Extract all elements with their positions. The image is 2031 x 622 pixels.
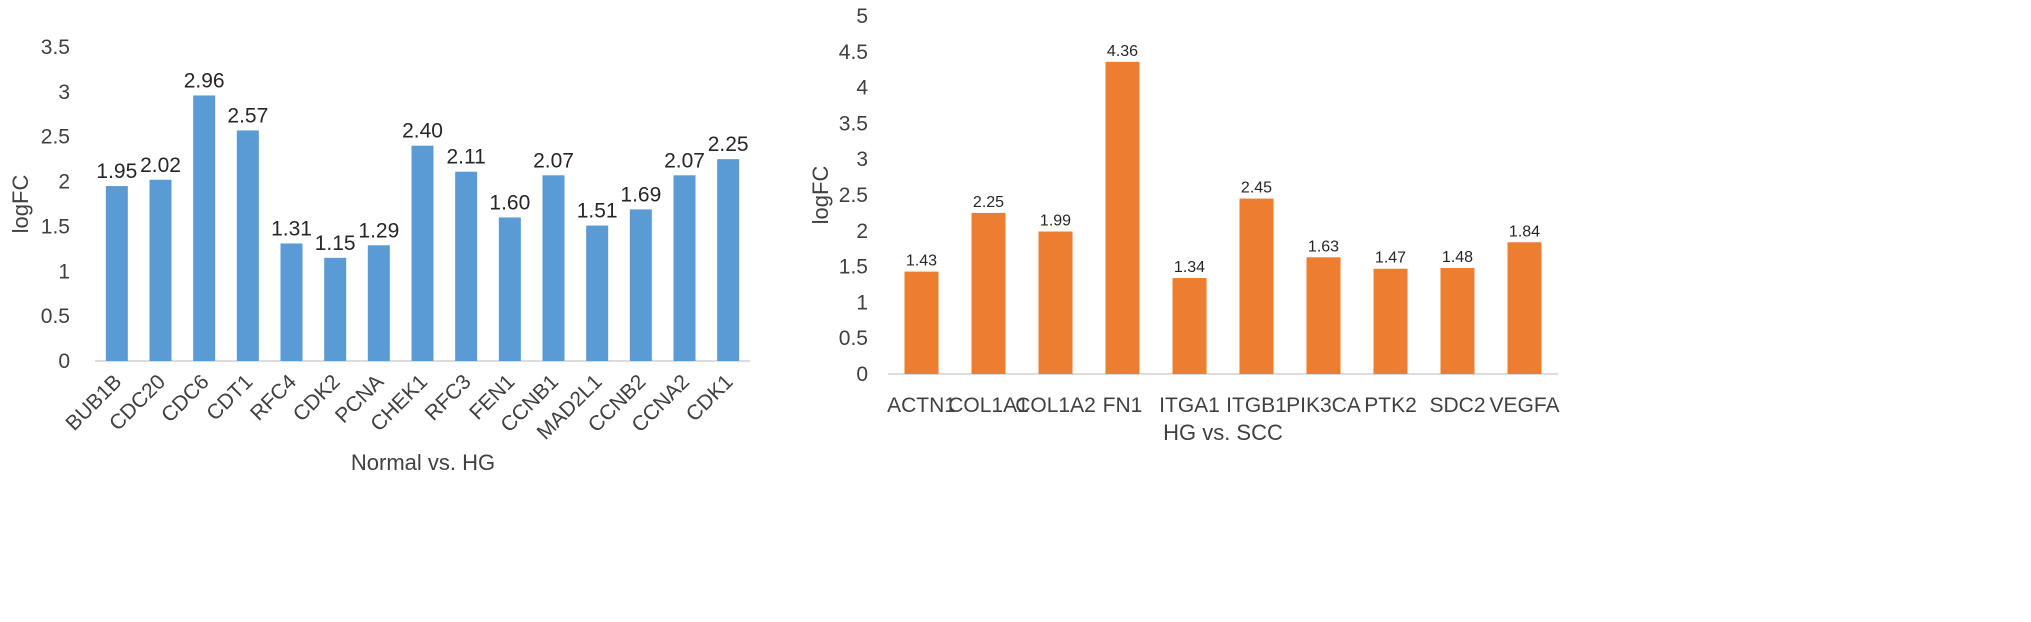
data-label-col1a2: 1.99 bbox=[1040, 213, 1071, 230]
y-tick-label: 1 bbox=[856, 291, 868, 314]
x-tick-label-rfc3: RFC3 bbox=[421, 370, 476, 425]
x-tick-label-rfc4: RFC4 bbox=[246, 370, 301, 425]
bar-cdc20 bbox=[149, 179, 172, 361]
chart-normal-vs-hg: 00.511.522.533.51.95BUB1B2.02CDC202.96CD… bbox=[8, 36, 750, 475]
bar-ptk2 bbox=[1373, 268, 1408, 374]
y-tick-label: 2 bbox=[58, 171, 70, 194]
y-tick-label: 0 bbox=[58, 350, 70, 373]
x-tick-label-col1a1: COL1A1 bbox=[948, 394, 1029, 417]
y-tick-label: 2.5 bbox=[839, 184, 868, 207]
y-tick-label: 1.5 bbox=[41, 215, 70, 238]
y-tick-label: 5 bbox=[856, 5, 868, 28]
y-tick-label: 0.5 bbox=[41, 305, 70, 328]
bar-itgb1 bbox=[1239, 198, 1274, 374]
y-tick-label: 3.5 bbox=[839, 112, 868, 135]
x-tick-label-cdk1: CDK1 bbox=[682, 370, 738, 426]
bar-mad2l1 bbox=[586, 225, 609, 361]
y-tick-label: 0 bbox=[856, 363, 868, 386]
bar-rfc3 bbox=[455, 171, 478, 361]
data-label-cdt1: 2.57 bbox=[227, 104, 268, 127]
bar-cdk1 bbox=[717, 159, 740, 361]
data-label-ptk2: 1.47 bbox=[1375, 250, 1406, 267]
bar-ccna2 bbox=[673, 175, 696, 361]
bar-rfc4 bbox=[280, 243, 303, 361]
bar-bub1b bbox=[105, 186, 128, 361]
data-label-vegfa: 1.84 bbox=[1509, 223, 1540, 240]
x-tick-label-actn1: ACTN1 bbox=[887, 394, 956, 417]
data-label-fn1: 4.36 bbox=[1107, 43, 1138, 60]
chart-hg-vs-scc: 0 0.5 1 1.5 2 2.5 3 3.5 4 4.5 5 1.43 ACTN1 2.25 COL1A1… bbox=[808, 5, 1560, 445]
data-label-rfc3: 2.11 bbox=[447, 146, 486, 169]
data-label-pcna: 1.29 bbox=[358, 219, 399, 242]
bar-fen1 bbox=[498, 217, 521, 361]
x-tick-label-vegfa: VEGFA bbox=[1489, 394, 1559, 417]
y-tick-label: 3 bbox=[856, 148, 868, 171]
bar-ccnb1 bbox=[542, 175, 565, 361]
y-tick-label: 3 bbox=[58, 81, 70, 104]
data-label-cdc6: 2.96 bbox=[184, 69, 225, 92]
y-tick-label: 0.5 bbox=[839, 327, 868, 350]
y-axis-title: logFC bbox=[8, 175, 33, 234]
x-tick-label-itgb1: ITGB1 bbox=[1226, 394, 1287, 417]
data-label-chek1: 2.40 bbox=[402, 120, 443, 143]
data-label-cdk1: 2.25 bbox=[708, 133, 749, 156]
data-label-ccnb1: 2.07 bbox=[533, 149, 574, 172]
bar-pcna bbox=[367, 245, 390, 361]
data-label-ccnb2: 1.69 bbox=[620, 183, 661, 206]
bar-vegfa bbox=[1507, 242, 1542, 374]
bar-cdk2 bbox=[324, 257, 347, 361]
bar-col1a1 bbox=[971, 212, 1006, 374]
x-tick-label-ptk2: PTK2 bbox=[1364, 394, 1417, 417]
data-label-cdk2: 1.15 bbox=[315, 232, 356, 255]
data-label-rfc4: 1.31 bbox=[271, 217, 312, 240]
bar-actn1 bbox=[904, 271, 939, 374]
y-tick-label: 2.5 bbox=[41, 126, 70, 149]
x-axis-title: Normal vs. HG bbox=[351, 450, 495, 475]
y-tick-label: 4 bbox=[856, 77, 868, 100]
bar-cdt1 bbox=[236, 130, 259, 361]
bar-itga1 bbox=[1172, 278, 1207, 374]
x-tick-label-col1a2: COL1A2 bbox=[1015, 394, 1096, 417]
data-label-sdc2: 1.48 bbox=[1442, 249, 1473, 266]
data-label-mad2l1: 1.51 bbox=[577, 200, 618, 223]
bar-pik3ca bbox=[1306, 257, 1341, 374]
bar-sdc2 bbox=[1440, 268, 1475, 374]
y-tick-label: 3.5 bbox=[41, 36, 70, 59]
x-tick-label-fn1: FN1 bbox=[1103, 394, 1143, 417]
y-tick-label: 1 bbox=[58, 260, 70, 283]
bar-col1a2 bbox=[1038, 231, 1073, 374]
bar-cdc6 bbox=[193, 95, 216, 362]
x-axis-title: HG vs. SCC bbox=[1163, 420, 1283, 445]
x-tick-label-sdc2: SDC2 bbox=[1429, 394, 1485, 417]
data-label-itgb1: 2.45 bbox=[1241, 180, 1272, 197]
bar-chek1 bbox=[411, 145, 434, 361]
y-tick-label: 4.5 bbox=[839, 41, 868, 64]
data-label-fen1: 1.60 bbox=[489, 191, 530, 214]
y-axis-title: logFC bbox=[808, 166, 833, 225]
data-label-itga1: 1.34 bbox=[1174, 259, 1205, 276]
data-label-col1a1: 2.25 bbox=[973, 194, 1004, 211]
x-tick-label-cdc6: CDC6 bbox=[157, 370, 214, 427]
data-label-actn1: 1.43 bbox=[906, 253, 937, 270]
bar-fn1 bbox=[1105, 61, 1140, 374]
x-tick-label-itga1: ITGA1 bbox=[1159, 394, 1220, 417]
data-label-ccna2: 2.07 bbox=[664, 149, 705, 172]
x-tick-label-pik3ca: PIK3CA bbox=[1286, 394, 1361, 417]
data-label-bub1b: 1.95 bbox=[96, 160, 137, 183]
y-tick-label: 1.5 bbox=[839, 256, 868, 279]
data-label-cdc20: 2.02 bbox=[140, 154, 181, 177]
x-tick-label-cdt1: CDT1 bbox=[202, 370, 257, 425]
data-label-pik3ca: 1.63 bbox=[1308, 238, 1339, 255]
bar-ccnb2 bbox=[629, 209, 652, 361]
y-tick-label: 2 bbox=[856, 220, 868, 243]
